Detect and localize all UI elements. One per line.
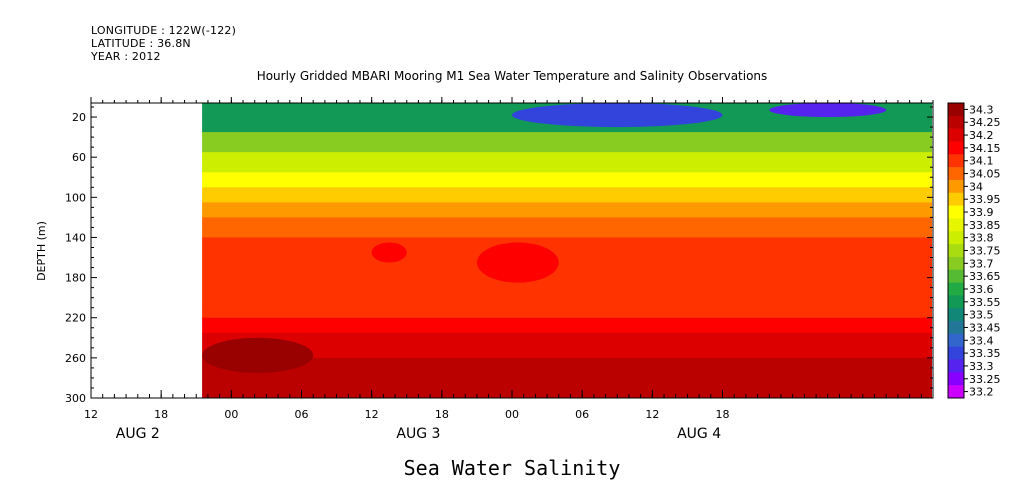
colorbar-swatch: [948, 218, 964, 232]
salinity-band: [202, 132, 932, 153]
salinity-feature: [769, 103, 887, 118]
salinity-band: [202, 317, 932, 334]
salinity-band: [202, 332, 932, 359]
x-tick-label: 18: [435, 408, 449, 421]
colorbar-label: 33.2: [969, 386, 994, 399]
colorbar-swatch: [948, 372, 964, 386]
y-tick-label: 20: [72, 111, 86, 124]
y-tick-label: 60: [72, 151, 86, 164]
colorbar-label: 33.9: [969, 206, 994, 219]
y-tick-label: 100: [65, 191, 86, 204]
longitude-label: LONGITUDE : 122W(-122): [91, 24, 237, 37]
salinity-band: [202, 217, 932, 238]
colorbar-label: 34: [969, 180, 983, 193]
salinity-band: [202, 172, 932, 188]
colorbar-label: 33.45: [969, 321, 1001, 334]
salinity-feature: [512, 103, 723, 128]
colorbar-swatch: [948, 308, 964, 322]
x-tick-label: 18: [154, 408, 168, 421]
colorbar-swatch: [948, 141, 964, 155]
colorbar-label: 33.55: [969, 296, 1001, 309]
colorbar-swatch: [948, 115, 964, 129]
x-tick-label: 12: [645, 408, 659, 421]
colorbar-swatch: [948, 192, 964, 206]
colorbar-label: 33.95: [969, 193, 1001, 206]
salinity-feature: [371, 242, 407, 263]
y-tick-label: 140: [65, 231, 86, 244]
latitude-label: LATITUDE : 36.8N: [91, 37, 191, 50]
date-label: AUG 4: [677, 426, 721, 442]
chart-title: Hourly Gridded MBARI Mooring M1 Sea Wate…: [256, 69, 768, 83]
x-axis: 12 18 00 06 12 18 00 06 12 18 AUG 2 AUG 3 AUG 4: [84, 97, 934, 442]
colorbar-swatch: [948, 154, 964, 168]
colorbar-swatch: [948, 179, 964, 194]
salinity-feature: [202, 337, 314, 373]
colorbar-label: 33.7: [969, 257, 994, 270]
colorbar-label: 33.85: [969, 219, 1001, 232]
salinity-feature: [476, 242, 559, 283]
colorbar-swatch: [948, 167, 964, 181]
colorbar-swatch: [948, 295, 964, 309]
colorbar-label: 33.65: [969, 270, 1001, 283]
salinity-field: [202, 103, 932, 398]
x-tick-label: 12: [84, 408, 98, 421]
colorbar-label: 33.35: [969, 347, 1001, 360]
y-tick-label: 220: [65, 312, 86, 325]
colorbar-label: 34.25: [969, 116, 1001, 129]
colorbar-swatch: [948, 256, 964, 271]
colorbar-swatch: [948, 333, 964, 347]
colorbar-swatch: [948, 205, 964, 219]
x-tick-label: 00: [224, 408, 238, 421]
colorbar-label: 33.3: [969, 360, 994, 373]
x-tick-label: 00: [505, 408, 519, 421]
colorbar-label: 34.3: [969, 103, 994, 116]
x-tick-label: 06: [295, 408, 309, 421]
colorbar-label: 33.25: [969, 373, 1001, 386]
colorbar-label: 34.05: [969, 168, 1001, 181]
date-label: AUG 2: [116, 426, 160, 442]
salinity-band: [202, 202, 932, 218]
colorbar-swatch: [948, 385, 964, 399]
colorbar-label: 33.8: [969, 232, 994, 245]
salinity-band: [202, 187, 932, 203]
colorbar-label: 33.5: [969, 309, 994, 322]
colorbar-label: 33.4: [969, 334, 994, 347]
colorbar-swatch: [948, 231, 964, 245]
y-axis: 20 60 100 140 180 220 260 300: [65, 106, 933, 405]
colorbar-swatch: [948, 103, 964, 117]
colorbar-swatch: [948, 269, 964, 283]
variable-title: Sea Water Salinity: [403, 456, 621, 480]
year-label: YEAR : 2012: [91, 50, 161, 63]
colorbar-label: 33.75: [969, 245, 1001, 258]
salinity-band: [202, 307, 932, 319]
colorbar-swatch: [948, 346, 964, 360]
colorbar-label: 34.15: [969, 142, 1001, 155]
colorbar: 34.334.2534.234.1534.134.053433.9533.933…: [947, 102, 1001, 399]
y-tick-label: 180: [65, 272, 86, 285]
salinity-band: [202, 237, 932, 309]
y-tick-label: 260: [65, 352, 86, 365]
y-axis-label: DEPTH (m): [35, 221, 48, 281]
colorbar-swatch: [948, 282, 964, 296]
colorbar-label: 34.1: [969, 155, 994, 168]
colorbar-swatch: [948, 244, 964, 258]
colorbar-label: 33.6: [969, 283, 994, 296]
salinity-band: [202, 357, 932, 398]
x-tick-label: 12: [365, 408, 379, 421]
date-label: AUG 3: [396, 426, 440, 442]
colorbar-swatch: [948, 128, 964, 142]
x-tick-label: 18: [716, 408, 730, 421]
y-tick-label: 300: [65, 392, 86, 405]
colorbar-swatch: [948, 321, 964, 335]
x-tick-label: 06: [575, 408, 589, 421]
colorbar-swatch: [948, 359, 964, 373]
salinity-band: [202, 152, 932, 173]
colorbar-label: 34.2: [969, 129, 994, 142]
